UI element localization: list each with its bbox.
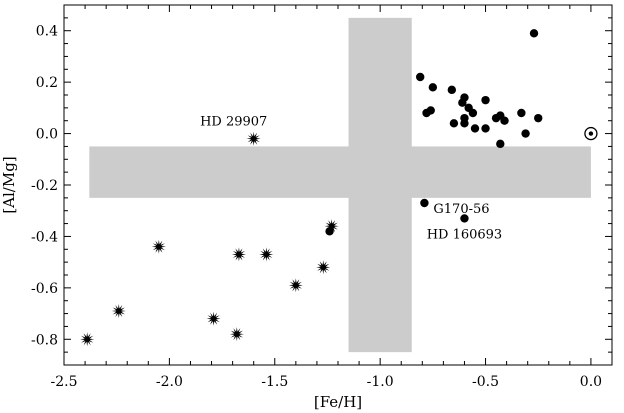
- y-tick-label: -0.2: [31, 178, 58, 194]
- circle-point: [426, 106, 435, 115]
- y-tick-label: 0.0: [36, 127, 58, 143]
- sun-symbol-dot: [588, 131, 594, 136]
- starburst-point: [288, 278, 303, 293]
- circle-point: [496, 139, 505, 149]
- circle-point: [529, 29, 539, 38]
- x-tick-label: -2.0: [156, 374, 183, 390]
- x-tick-label: -2.5: [51, 374, 78, 390]
- starburst-point: [151, 239, 166, 254]
- shaded-regions: [89, 17, 591, 353]
- x-tick-label: -0.5: [472, 374, 499, 390]
- starburst-point: [231, 247, 246, 262]
- circle-point: [460, 214, 469, 223]
- circle-point: [521, 129, 530, 138]
- starburst-point: [206, 311, 221, 326]
- circle-point: [481, 124, 490, 133]
- circle-point: [470, 124, 480, 133]
- starburst-point: [111, 304, 126, 318]
- y-tick-label: -0.8: [31, 332, 58, 348]
- y-tick-label: -0.6: [31, 281, 58, 297]
- tick-labels: -2.5 -2.0 -1.5 -1.0 -0.5 0.0 -0.8 -0.6 -0.4 -0.2 0…: [31, 24, 602, 390]
- y-tick-label: -0.4: [31, 229, 58, 245]
- circle-point: [460, 93, 469, 102]
- starburst-point: [246, 131, 261, 146]
- annotation-label: HD 160693: [427, 227, 503, 242]
- starburst-point: [80, 332, 95, 347]
- circle-point: [517, 108, 526, 118]
- circle-point: [420, 198, 429, 208]
- circle-point: [468, 108, 478, 118]
- data-points: [80, 29, 598, 347]
- annotations: HD 29907 G170-56 HD 160693: [200, 115, 502, 243]
- circle-point: [447, 85, 457, 95]
- y-axis-label: [Al/Mg]: [0, 156, 18, 213]
- circle-point: [534, 113, 543, 123]
- starburst-point: [259, 247, 274, 262]
- circle-point: [460, 119, 469, 128]
- circle-point: [500, 116, 509, 125]
- x-tick-label: -1.5: [261, 374, 288, 390]
- annotation-label: HD 29907: [200, 115, 267, 130]
- circle-point: [481, 95, 490, 105]
- y-tick-label: 0.2: [36, 75, 58, 91]
- x-tick-label: -1.0: [367, 374, 394, 390]
- circle-point: [428, 83, 438, 92]
- shaded-region-2: [348, 17, 412, 353]
- starburst-point: [229, 327, 244, 342]
- circle-point: [449, 119, 459, 128]
- circle-point: [325, 227, 334, 236]
- starburst-point: [324, 219, 339, 234]
- x-axis-label: [Fe/H]: [314, 393, 362, 411]
- axis-ticks: [63, 4, 613, 366]
- y-tick-label: 0.4: [36, 24, 58, 40]
- x-tick-label: 0.0: [580, 374, 602, 390]
- shaded-region-1: [89, 146, 591, 198]
- circle-point: [416, 72, 425, 82]
- starburst-point: [316, 260, 331, 275]
- annotation-label: G170-56: [433, 202, 489, 217]
